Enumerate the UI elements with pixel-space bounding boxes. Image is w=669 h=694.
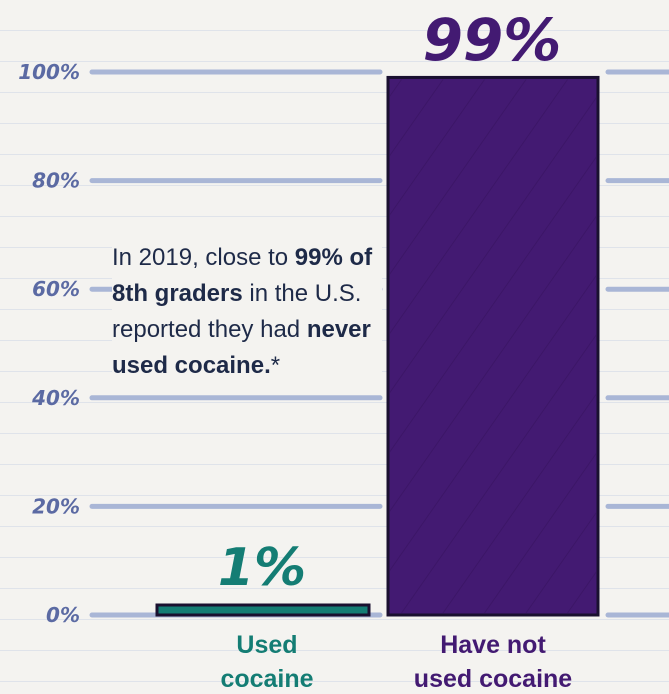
- y-tick-label: 80%: [32, 169, 80, 193]
- y-tick-label: 0%: [46, 603, 80, 627]
- annotation-asterisk: *: [270, 352, 281, 379]
- y-tick-label: 100%: [18, 60, 80, 84]
- annotation-part1: In 2019, close to: [112, 244, 295, 271]
- y-tick-label: 60%: [32, 277, 80, 301]
- category-label: Have not used cocaine: [414, 631, 572, 693]
- annotation-bold2: never used cocaine.: [112, 316, 371, 379]
- bar-hatch: [390, 79, 596, 614]
- annotation-part2: in the U.S. reported they had: [112, 280, 362, 343]
- category-label: Used cocaine: [220, 631, 313, 693]
- y-tick-label: 40%: [31, 386, 80, 410]
- annotation-bold1: 99% of 8th graders: [112, 244, 373, 307]
- value-label: 99%: [423, 6, 562, 74]
- annotation-text: In 2019, close to 99% of 8th graders in …: [112, 240, 382, 384]
- y-tick-label: 20%: [32, 494, 80, 518]
- bar: [155, 603, 371, 617]
- value-label: 1%: [218, 538, 306, 598]
